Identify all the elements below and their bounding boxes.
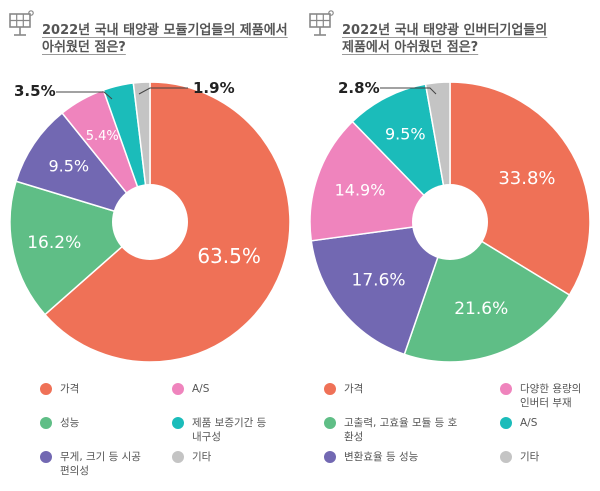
inverter-donut-chart: 33.8% 21.6% 17.6% 14.9% 9.5% 2.8% [309, 79, 591, 363]
legend-swatch [40, 417, 52, 429]
legend-label: 고출력, 고효율 모듈 등 호환성 [344, 417, 458, 443]
legend-label: 변환효율 등 성능 [344, 451, 419, 463]
pie-slice-가격 [449, 81, 591, 297]
slice-value-label: 16.2% [27, 233, 81, 253]
donut-hole [412, 184, 488, 260]
legend-swatch [500, 417, 512, 429]
chart-title-line-1: 2022년 국내 태양광 모듈기업들의 제품에서 [42, 23, 288, 38]
module-donut-chart: 63.5% 16.2% 9.5% 5.4% 3.5% 1.9% [9, 79, 291, 363]
legend-item-기타: 기타 [500, 450, 600, 464]
legend-swatch [40, 383, 52, 395]
slice-value-label: 21.6% [454, 299, 508, 319]
module-chart-panel: 2022년 국내 태양광 모듈기업들의 제품에서 아쉬웠던 점은? 63.5% 1… [0, 10, 300, 488]
slice-value-label: 9.5% [48, 157, 89, 176]
legend-label: A/S [192, 383, 210, 395]
legend-label: 내구성 [192, 431, 221, 443]
slice-value-label: 2.8% [338, 79, 380, 97]
inverter-chart-panel: 2022년 국내 태양광 인버터기업들의 제품에서 아쉬웠던 점은? 33.8%… [300, 0, 600, 491]
slice-value-label: 14.9% [335, 180, 386, 199]
legend-label: 기타 [192, 451, 212, 463]
pie-slice-변환효율-등-성능 [310, 221, 452, 356]
legend-label: 무게, 크기 등 시공 [60, 451, 141, 463]
legend-label: 인버터 부재 [520, 397, 572, 409]
donut-hole [112, 184, 188, 260]
legend-swatch [324, 451, 336, 463]
slice-value-label: 33.8% [498, 168, 555, 189]
chart-title-line-1: 2022년 국내 태양광 인버터기업들의 [342, 23, 548, 38]
solar-panel-icon [9, 10, 34, 36]
legend-label: 가격 [60, 383, 80, 395]
legend-item-a-s: A/S [500, 416, 600, 430]
legend-swatch [500, 383, 512, 395]
legend-label: 가격 [344, 383, 364, 395]
legend-item-a-s: A/S [172, 382, 312, 396]
legend-item-가격: 가격 [40, 382, 180, 396]
legend-swatch [324, 383, 336, 395]
leader-line [138, 87, 188, 95]
legend-label: A/S [520, 417, 538, 429]
chart-title: 2022년 국내 태양광 인버터기업들의 제품에서 아쉬웠던 점은? [342, 22, 592, 56]
slice-value-label: 1.9% [193, 79, 235, 97]
legend-label: 제품 보증기간 등 [192, 417, 267, 429]
legend-swatch [324, 417, 336, 429]
leader-line [56, 91, 113, 100]
legend-item-성능: 성능 [40, 416, 180, 430]
chart-title: 2022년 국내 태양광 모듈기업들의 제품에서 아쉬웠던 점은? [42, 22, 292, 56]
legend-swatch [172, 417, 184, 429]
legend-swatch [172, 451, 184, 463]
legend-label: 기타 [520, 451, 540, 463]
pie-slice-무게-크기-등-시공-편의성 [15, 111, 153, 224]
legend-swatch [172, 383, 184, 395]
chart-title-line-2: 아쉬웠던 점은? [42, 40, 126, 55]
legend-item-기타: 기타 [172, 450, 312, 464]
solar-panel-icon [309, 10, 334, 36]
legend-label: 편의성 [60, 465, 89, 477]
chart-title-line-2: 제품에서 아쉬웠던 점은? [342, 40, 479, 55]
slice-value-label: 3.5% [14, 82, 56, 100]
leader-line [380, 87, 437, 95]
legend-item-변환효율-등-성능: 변환효율 등 성능 [324, 450, 464, 464]
legend-swatch [40, 451, 52, 463]
pie-slice-a-s [351, 83, 452, 225]
legend-item-가격: 가격 [324, 382, 464, 396]
legend-label: 성능 [60, 417, 80, 429]
legend-label: 다양한 용량의 [520, 383, 582, 395]
legend-swatch [500, 451, 512, 463]
slice-value-label: 17.6% [352, 271, 406, 291]
slice-value-label: 63.5% [197, 244, 261, 268]
slice-value-label: 9.5% [385, 124, 426, 143]
slice-value-label: 5.4% [86, 129, 119, 144]
legend-item-고출력-고효율-모듈-등-호환성: 고출력, 고효율 모듈 등 호환성 [324, 416, 464, 444]
